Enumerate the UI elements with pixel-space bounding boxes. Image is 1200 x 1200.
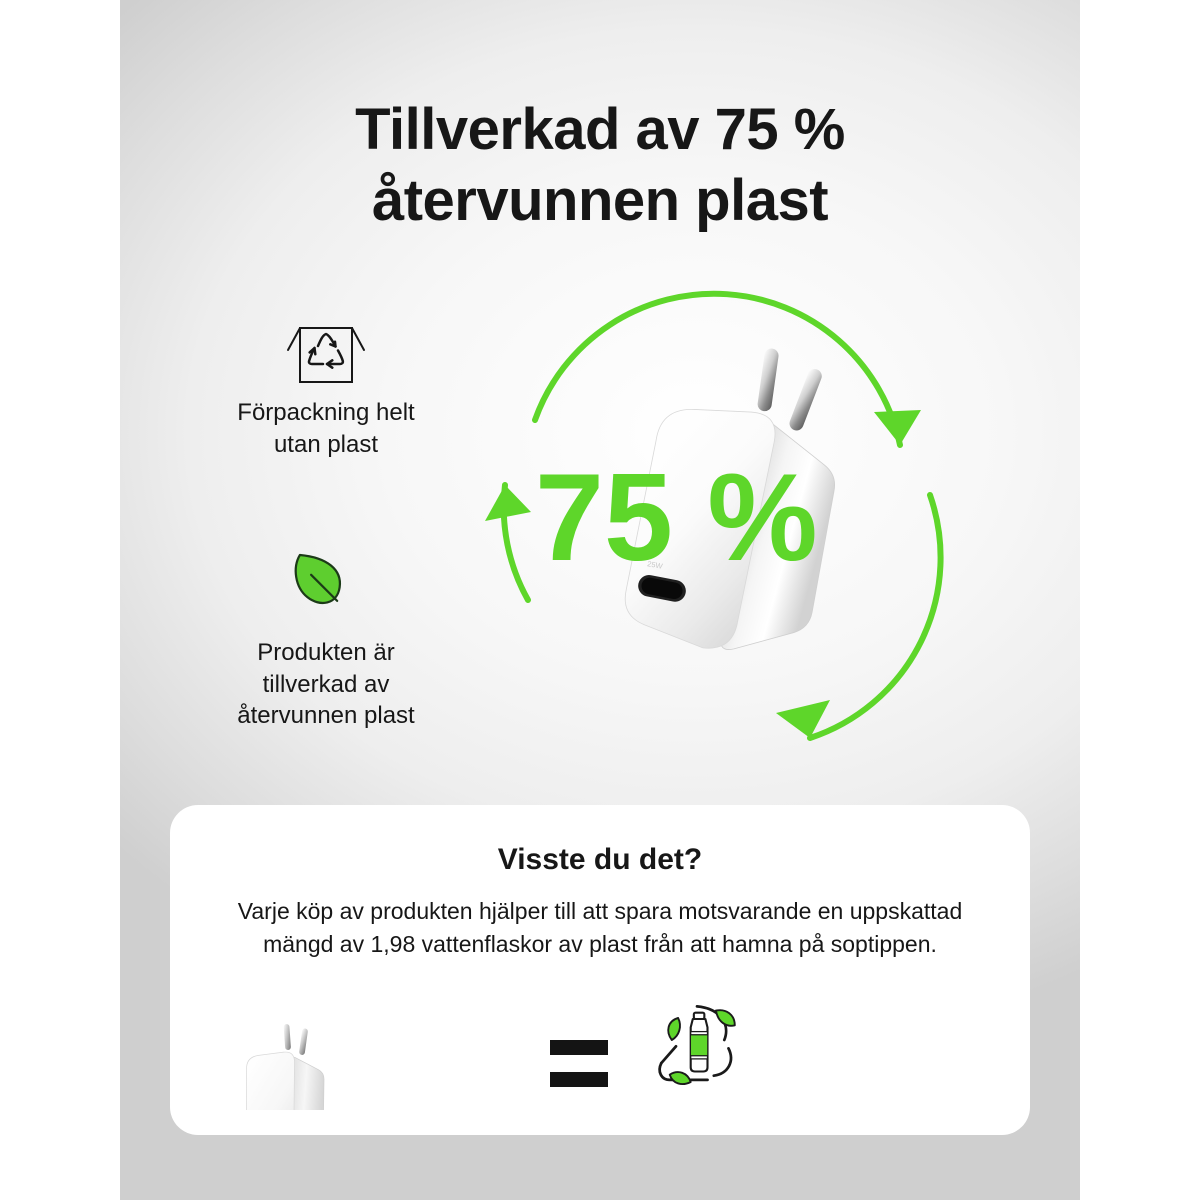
svg-text:75 %: 75 % bbox=[535, 449, 818, 587]
